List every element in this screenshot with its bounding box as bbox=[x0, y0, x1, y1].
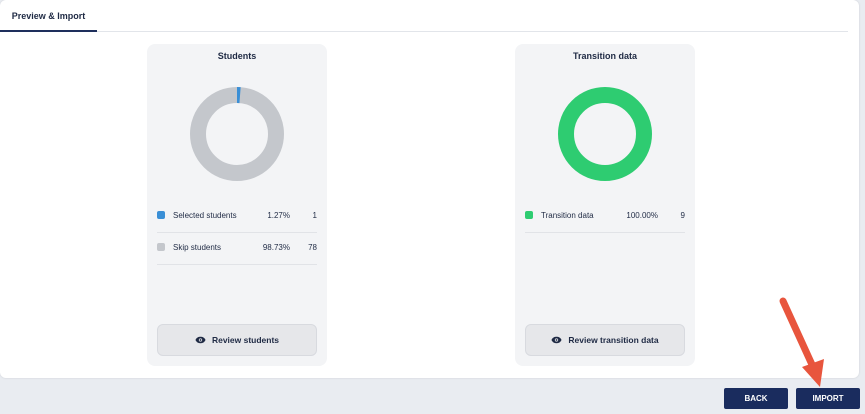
transition-data-slice bbox=[558, 87, 652, 181]
legend-percent: 98.73% bbox=[262, 243, 290, 252]
legend-percent: 100.00% bbox=[626, 211, 658, 220]
content-panel: Preview & Import Students Selected stude… bbox=[0, 0, 859, 378]
tab-label: Preview & Import bbox=[11, 10, 86, 21]
legend-percent: 1.27% bbox=[267, 211, 290, 220]
tab-preview-import[interactable]: Preview & Import bbox=[0, 0, 97, 32]
review-students-label: Review students bbox=[211, 335, 280, 345]
back-button[interactable]: BACK bbox=[724, 388, 788, 409]
tab-bar: Preview & Import bbox=[0, 0, 848, 32]
legend-label: Skip students bbox=[173, 243, 222, 252]
selected-students-slice bbox=[190, 87, 284, 181]
review-transition-data-label: Review transition data bbox=[568, 335, 659, 345]
students-card: Students Selected students 1.27% 1 Skip … bbox=[147, 44, 327, 366]
legend-count: 9 bbox=[680, 211, 685, 220]
students-donut-chart bbox=[190, 87, 284, 181]
annotation-arrow-icon bbox=[779, 297, 824, 387]
eye-icon bbox=[195, 336, 206, 344]
legend-count: 78 bbox=[308, 243, 317, 252]
students-card-title: Students bbox=[217, 51, 257, 61]
legend-row-transition-data: Transition data 100.00% 9 bbox=[525, 201, 685, 233]
legend-count: 1 bbox=[312, 211, 317, 220]
review-students-button[interactable]: Review students bbox=[157, 324, 317, 356]
import-button[interactable]: IMPORT bbox=[796, 388, 860, 409]
legend-row-selected-students: Selected students 1.27% 1 bbox=[157, 201, 317, 233]
skip-students-swatch bbox=[157, 243, 165, 251]
skip-students-slice bbox=[190, 87, 284, 181]
legend-label: Transition data bbox=[541, 211, 594, 220]
transition-donut-chart bbox=[558, 87, 652, 181]
eye-icon bbox=[551, 336, 562, 344]
selected-students-swatch bbox=[157, 211, 165, 219]
transition-card-title: Transition data bbox=[572, 51, 637, 61]
transition-data-swatch bbox=[525, 211, 533, 219]
transition-data-card: Transition data Transition data 100.00% … bbox=[515, 44, 695, 366]
review-transition-data-button[interactable]: Review transition data bbox=[525, 324, 685, 356]
legend-row-skip-students: Skip students 98.73% 78 bbox=[157, 233, 317, 265]
legend-label: Selected students bbox=[173, 211, 237, 220]
active-tab-indicator bbox=[0, 30, 97, 32]
